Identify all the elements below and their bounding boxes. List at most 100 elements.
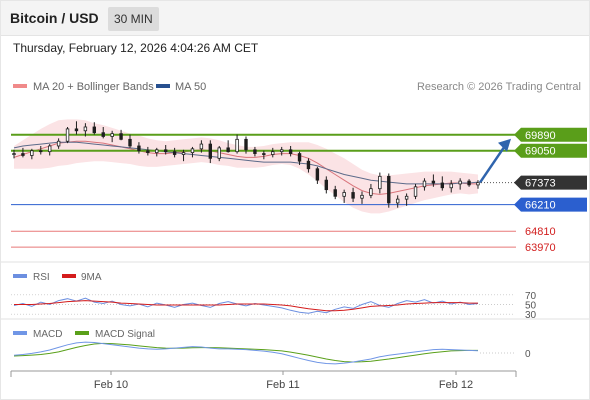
candle-body [297,153,302,162]
candle-body [279,149,284,153]
candle-body [199,143,204,150]
candle-body [440,182,445,189]
x-axis-label: Feb 11 [266,379,299,391]
candle-body [244,138,248,151]
candle-body [146,150,150,154]
candle-body [83,126,88,132]
candle-body [253,149,257,154]
candle-body [369,188,373,196]
ma20-legend-label: MA 20 + Bollinger Bands [33,81,154,93]
candle-body [101,132,105,137]
candle-body [128,138,132,147]
level-label-64810: 64810 [525,226,556,238]
macd-tick-0: 0 [525,349,531,360]
rsi-tick-30: 30 [525,310,537,321]
forecast-arrow-head [498,138,511,152]
bollinger-band-fill [14,119,478,214]
rsi-legend: RSI 9MA [13,272,102,283]
ma50-legend-label: MA 50 [175,81,206,93]
candle-body [110,133,114,137]
candle-body [288,149,293,154]
level-tag-69050 [514,143,587,158]
moving-averages [13,140,479,195]
candle-body [351,192,355,199]
ma20-line [13,140,478,195]
macd-signal-legend-swatch [75,331,89,335]
macd-signal-legend-label: MACD Signal [95,329,155,340]
candle-body [30,150,34,156]
candle-body [387,175,391,204]
rsi-legend-label: RSI [33,272,50,283]
candle-body [155,149,159,154]
current-price-label: 67373 [525,178,556,190]
candle-body [306,160,311,170]
candlesticks [12,121,480,208]
x-axis-label: Feb 12 [439,379,473,391]
candle-body [119,133,123,140]
forecast-arrow-shaft [478,145,507,184]
candle-body [47,145,52,153]
macd-legend-label: MACD [33,329,62,340]
candle-body [65,128,70,142]
candle-body [413,186,418,197]
candle-body [74,128,79,132]
x-axis: Feb 10 Feb 11 Feb 12 [10,370,517,391]
candle-body [342,192,346,197]
candle-body [217,147,221,159]
candle-body [360,194,364,199]
current-price-tag [514,175,587,190]
chart-header: Bitcoin / USD 30 MIN [0,0,590,36]
level-lines [11,133,516,248]
candle-body [458,180,462,185]
level-label-63970: 63970 [525,242,556,254]
candle-body [226,147,230,153]
candle-body [378,175,382,190]
candle-body [208,143,213,159]
macd-panel: 0 [13,341,531,365]
candle-body [12,153,16,155]
macd-legend-swatch [13,331,27,335]
copyright-text: Research © 2026 Trading Central [417,81,581,93]
candle-body [324,179,329,191]
macd-line [13,341,479,365]
chart-datetime: Thursday, February 12, 2026 4:04:26 AM C… [13,41,259,55]
candle-body [56,140,61,147]
candle-body [39,150,43,153]
main-legend: MA 20 + Bollinger Bands MA 50 Research ©… [13,81,581,93]
rsi-tick-50: 50 [525,301,537,312]
timeframe-badge[interactable]: 30 MIN [108,7,159,31]
candle-body [21,153,25,156]
candle-body [235,138,239,153]
candle-body [172,151,177,155]
candle-body [422,180,427,188]
candle-body [271,151,275,155]
price-chart: MA 20 + Bollinger Bands MA 50 Research ©… [0,81,590,391]
candle-body [181,152,186,155]
macd-signal-line [13,342,478,363]
candle-body [190,148,195,154]
candle-body [92,126,97,134]
ma50-line [13,141,479,185]
candle-body [137,145,141,152]
candle-body [404,195,409,200]
rsi-ma-legend-swatch [62,274,76,278]
level-tag-69890 [514,127,587,142]
level-label-66210: 66210 [525,200,556,212]
ma20-legend-swatch [13,84,27,88]
candle-body [163,149,168,153]
x-axis-label: Feb 10 [94,379,128,391]
rsi-ma-line [14,300,478,312]
candle-body [395,198,400,204]
candle-body [333,189,337,197]
level-label-69050: 69050 [525,146,556,158]
forecast-arrow [478,138,511,184]
candle-body [431,180,436,184]
level-label-69890: 69890 [525,130,556,142]
candle-body [262,153,266,155]
ma50-legend-swatch [156,84,170,88]
level-tag-66210 [514,197,587,212]
candle-body [467,180,471,186]
bollinger-band [14,119,478,214]
candle-body [315,168,320,181]
